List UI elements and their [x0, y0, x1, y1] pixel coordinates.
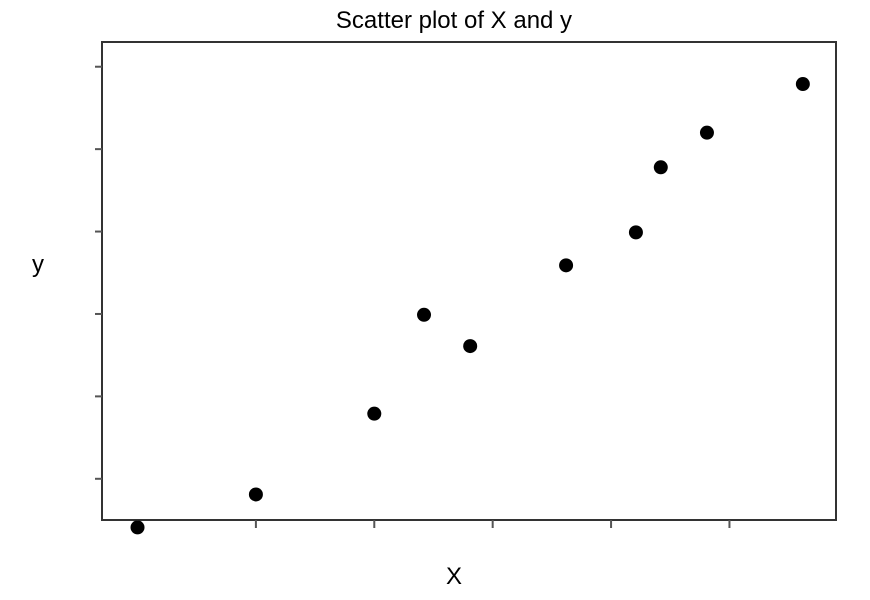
data-points	[130, 77, 810, 535]
x-axis-ticks	[136, 520, 731, 528]
x-axis-label: X	[446, 563, 462, 590]
y-axis-ticks	[95, 65, 102, 480]
chart-title: Scatter plot of X and y	[336, 7, 572, 34]
plot-area	[101, 41, 837, 521]
data-point-0	[130, 520, 145, 535]
data-point-3	[417, 307, 432, 322]
data-point-8	[699, 125, 714, 140]
data-point-9	[795, 77, 810, 92]
data-point-6	[628, 225, 643, 240]
data-point-4	[463, 339, 478, 354]
data-point-1	[248, 487, 263, 502]
data-point-7	[653, 160, 668, 175]
y-axis-label: y	[32, 251, 44, 278]
data-point-2	[367, 406, 382, 421]
data-point-5	[559, 258, 574, 273]
